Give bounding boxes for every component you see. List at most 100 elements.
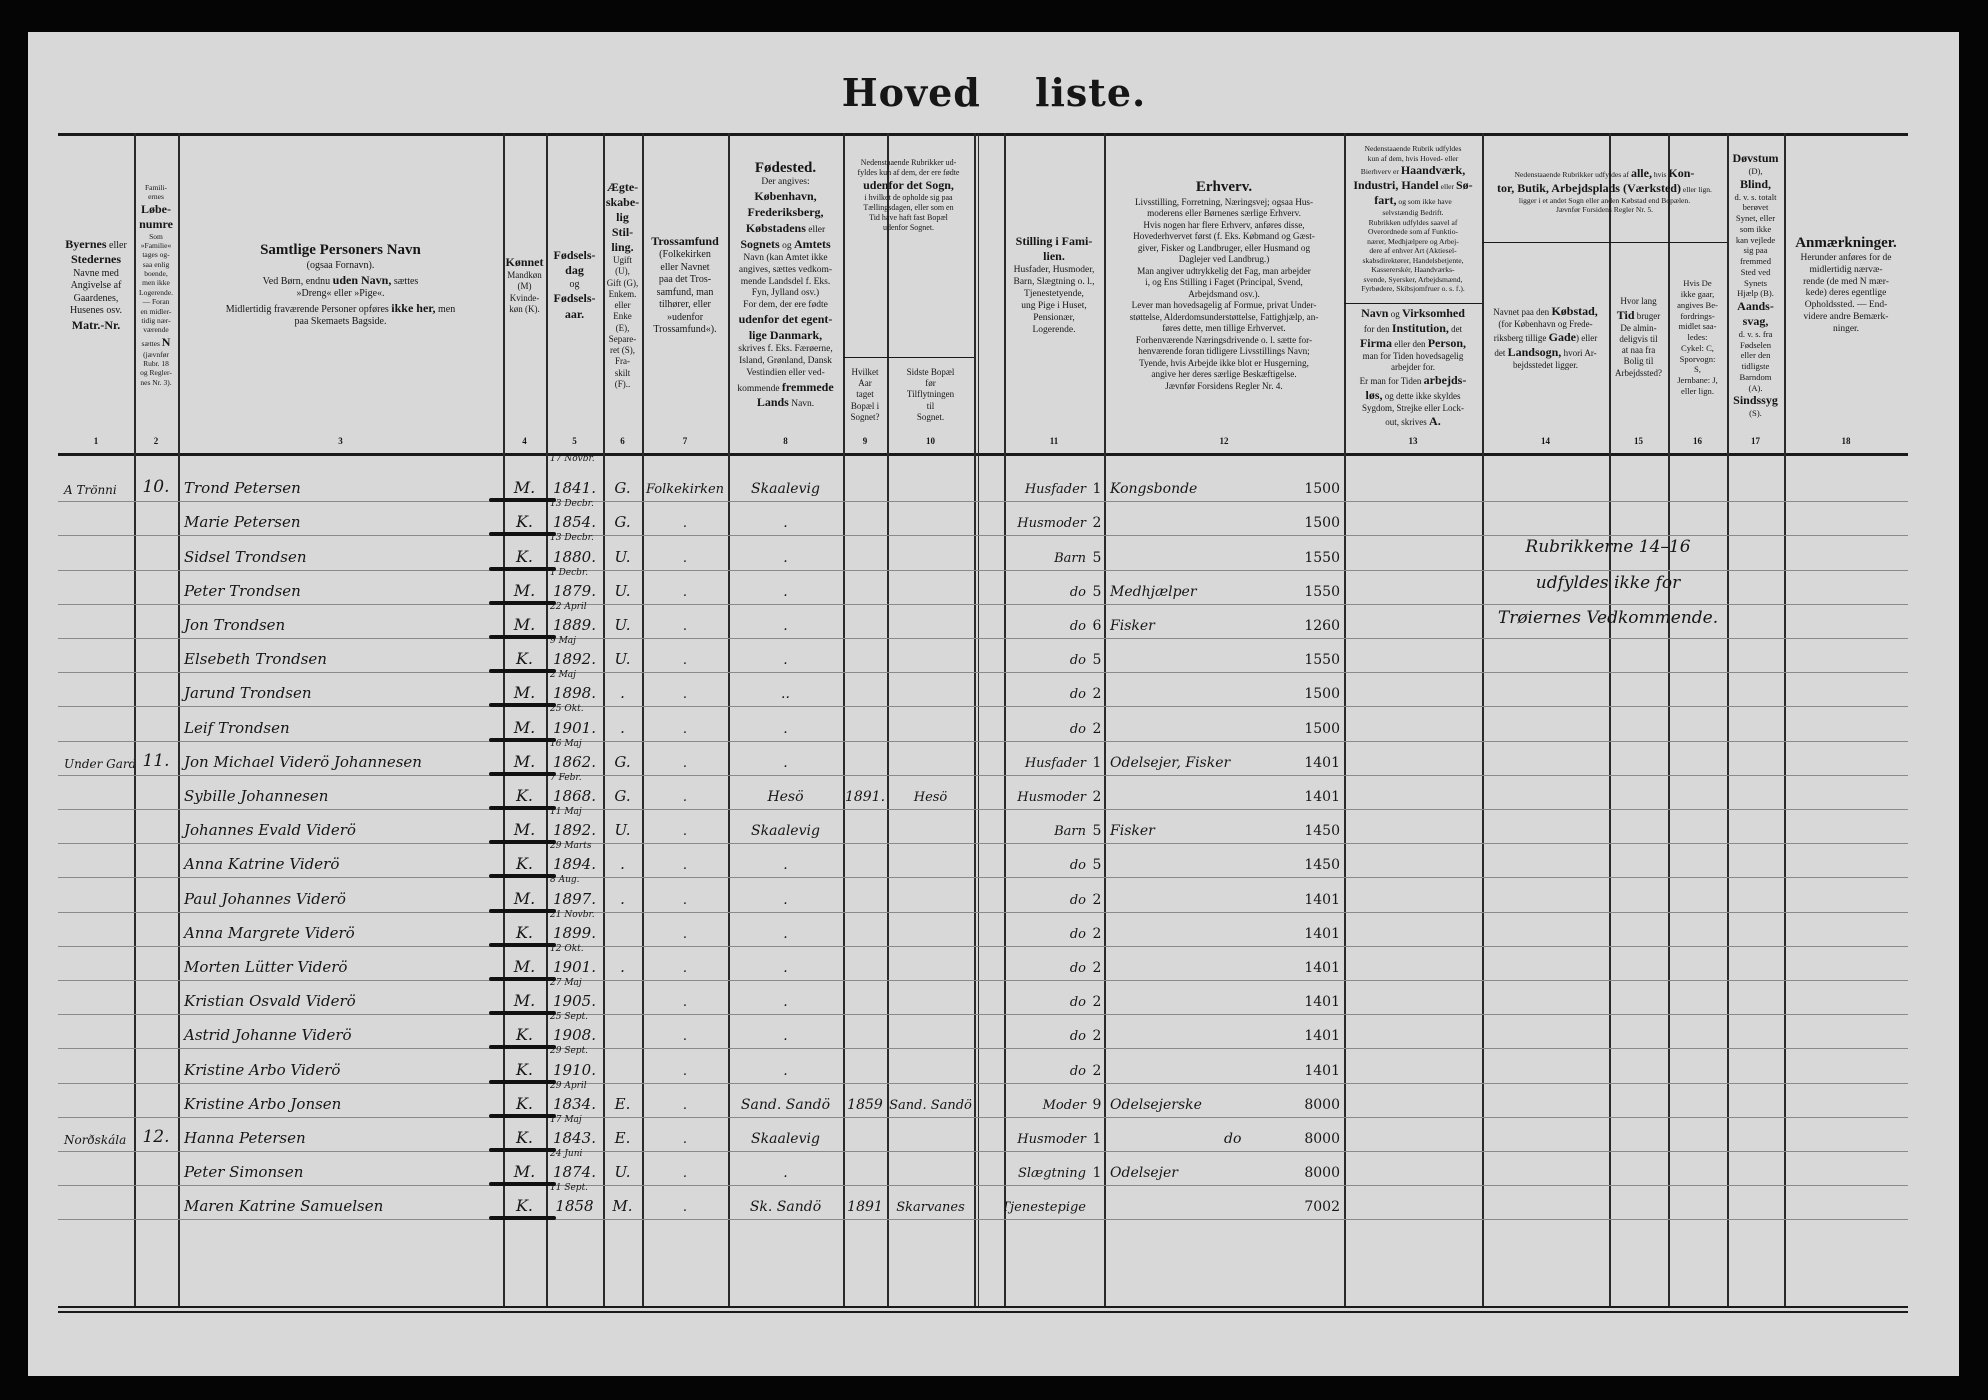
header-text: man for Tiden hovedsagelig — [1362, 350, 1464, 361]
cell-year: 1892. — [553, 650, 596, 668]
cell-marital: U. — [614, 548, 631, 566]
pencil-mark — [489, 1148, 556, 1152]
row-divider — [58, 1151, 1908, 1152]
row-divider — [58, 1048, 1908, 1049]
pencil-mark — [489, 498, 556, 502]
header-text: Der angives: — [761, 177, 810, 188]
header-text: out, skrives A. — [1385, 414, 1441, 429]
cell-family-position: do — [1069, 893, 1086, 908]
cell-occupation-code: 1500 — [1304, 481, 1340, 497]
cell-position-code: 2 — [1092, 721, 1102, 737]
header-text: lig — [616, 210, 629, 224]
cell-marital: G. — [614, 753, 631, 771]
cell-position-code: 2 — [1092, 515, 1102, 531]
cell-name: Jon Michael Viderö Johannesen — [184, 753, 422, 771]
cell-position-code: 2 — [1092, 960, 1102, 976]
cell-birth-day: 24 Juni — [550, 1149, 583, 1159]
cell-occupation-code: 1450 — [1304, 857, 1340, 873]
header-text: Tilflytningen — [906, 389, 955, 400]
cell-marital: U. — [614, 582, 631, 600]
header-text: Ved Børn, endnu uden Navn, sættes — [262, 272, 419, 287]
cell-family-position: Husfader — [1024, 756, 1086, 771]
cell-name: Anna Margrete Viderö — [184, 924, 355, 942]
cell-sex: M. — [513, 991, 536, 1010]
cell-marital: . — [620, 684, 625, 702]
header-text: Sognet. — [916, 411, 945, 422]
header-c11: Stilling i Fami-lien. Husfader, Husmoder,… — [1004, 140, 1104, 430]
header-c3: Samtlige Personers Navn (ogsaa Fornavn). V… — [178, 140, 503, 430]
header-text: samfund, man — [656, 286, 714, 298]
header-text: ledes: — [1687, 332, 1708, 343]
cell-birth-day: 17 Maj — [550, 1115, 582, 1125]
header-text: udenfor det Sogn, — [863, 177, 954, 192]
header-text: moderens eller Børnenes særlige Erhverv. — [1147, 208, 1301, 219]
header-text: Tjenestetyende, — [1024, 289, 1084, 299]
header-text: »udenfor — [666, 311, 704, 323]
column-number: 10 — [926, 436, 935, 446]
header-text: Kassererskér, Haandværks- — [1371, 265, 1455, 275]
cell-occupation-code: 7002 — [1304, 1199, 1340, 1215]
row-divider — [58, 535, 1908, 536]
header-text: Fødsels- — [553, 291, 596, 306]
header-text: arbejder for. — [1391, 361, 1435, 372]
header-text: skabsdirektører, Handelsbetjente, — [1362, 255, 1464, 265]
cell-occupation-code: 1401 — [1304, 892, 1340, 908]
header-text: Stil- — [611, 225, 634, 239]
subheader-rule — [1482, 242, 1727, 243]
header-text: tages og- — [142, 250, 170, 260]
cell-occupation-code: 1450 — [1304, 823, 1340, 839]
header-text: (jævnfør — [143, 349, 169, 359]
column-divider — [887, 133, 889, 1306]
header-text: berøvet — [1742, 202, 1769, 213]
header-text: Blind, — [1739, 176, 1772, 191]
cell-marital: U. — [614, 616, 631, 634]
column-divider — [603, 133, 605, 1306]
header-text: Sognet? — [850, 411, 880, 422]
header-text: Livsstilling, Forretning, Næringsvej; og… — [1134, 196, 1314, 207]
header-text: ung Pige i Huset, — [1021, 300, 1087, 311]
header-text: at naa fra — [1621, 345, 1656, 355]
cell-occupation-code: 1401 — [1304, 1028, 1340, 1044]
cell-birth-day: 11 Sept. — [550, 1183, 589, 1193]
cell-position-code: 1 — [1092, 1165, 1102, 1181]
cell-religion: . — [682, 585, 688, 600]
row-divider — [58, 980, 1908, 981]
header-text: Tyende, hvis Arbejde ikke blot er Husger… — [1139, 357, 1309, 368]
column-divider — [1784, 133, 1786, 1306]
cell-occupation-code: 1401 — [1304, 1063, 1340, 1079]
cell-family-position: do — [1069, 722, 1086, 737]
cell-name: Astrid Johanne Viderö — [184, 1026, 352, 1044]
header-text: Arbejdsmand osv.). — [1188, 288, 1260, 299]
column-number: 17 — [1751, 436, 1760, 446]
header-text: Angivelse af — [70, 280, 122, 292]
cell-position-code: 6 — [1092, 618, 1102, 634]
cell-family-position: do — [1069, 927, 1086, 942]
header-text: Enkem. — [608, 288, 637, 299]
header-text: men ikke — [142, 278, 170, 288]
cell-year: 1910. — [553, 1061, 596, 1079]
column-number: 11 — [1049, 436, 1059, 446]
header-text: støttelse, Alderdomsunderstøttelse, Fatt… — [1129, 311, 1319, 322]
header-text: føres dette, men tillige Erhvervet. — [1162, 323, 1286, 334]
cell-marital: . — [620, 958, 625, 976]
header-text: Navne med — [73, 267, 119, 279]
header-text: Købstadens eller — [745, 221, 826, 236]
row-divider — [58, 877, 1908, 878]
header-c16: Hvis De ikke gaar, angives Be-fordrings-mi… — [1668, 245, 1727, 430]
cell-birth-day: 13 Decbr. — [550, 499, 594, 509]
header-text: selvstændig Bedrift. — [1382, 208, 1444, 218]
cell-position-code: 5 — [1092, 550, 1102, 566]
column-divider — [546, 133, 548, 1306]
cell-occupation-code: 1500 — [1304, 721, 1340, 737]
form-title: Hoved liste. — [841, 70, 1147, 115]
column-number: 12 — [1219, 436, 1229, 446]
header-c5: Fødsels-dag og Fødsels-aar. — [546, 140, 603, 430]
column-divider — [1609, 133, 1611, 1306]
header-text: Byernes eller — [65, 236, 127, 251]
header-text: deligvis til — [1619, 333, 1658, 344]
header-text: nærer, Medhjælpere og Arbej- — [1367, 236, 1459, 246]
cell-occupation: Fisker — [1110, 618, 1155, 634]
header-text: Trossamfund«). — [653, 324, 717, 335]
column-number: 9 — [862, 436, 868, 446]
header-text: Anmærkninger. — [1795, 235, 1897, 252]
